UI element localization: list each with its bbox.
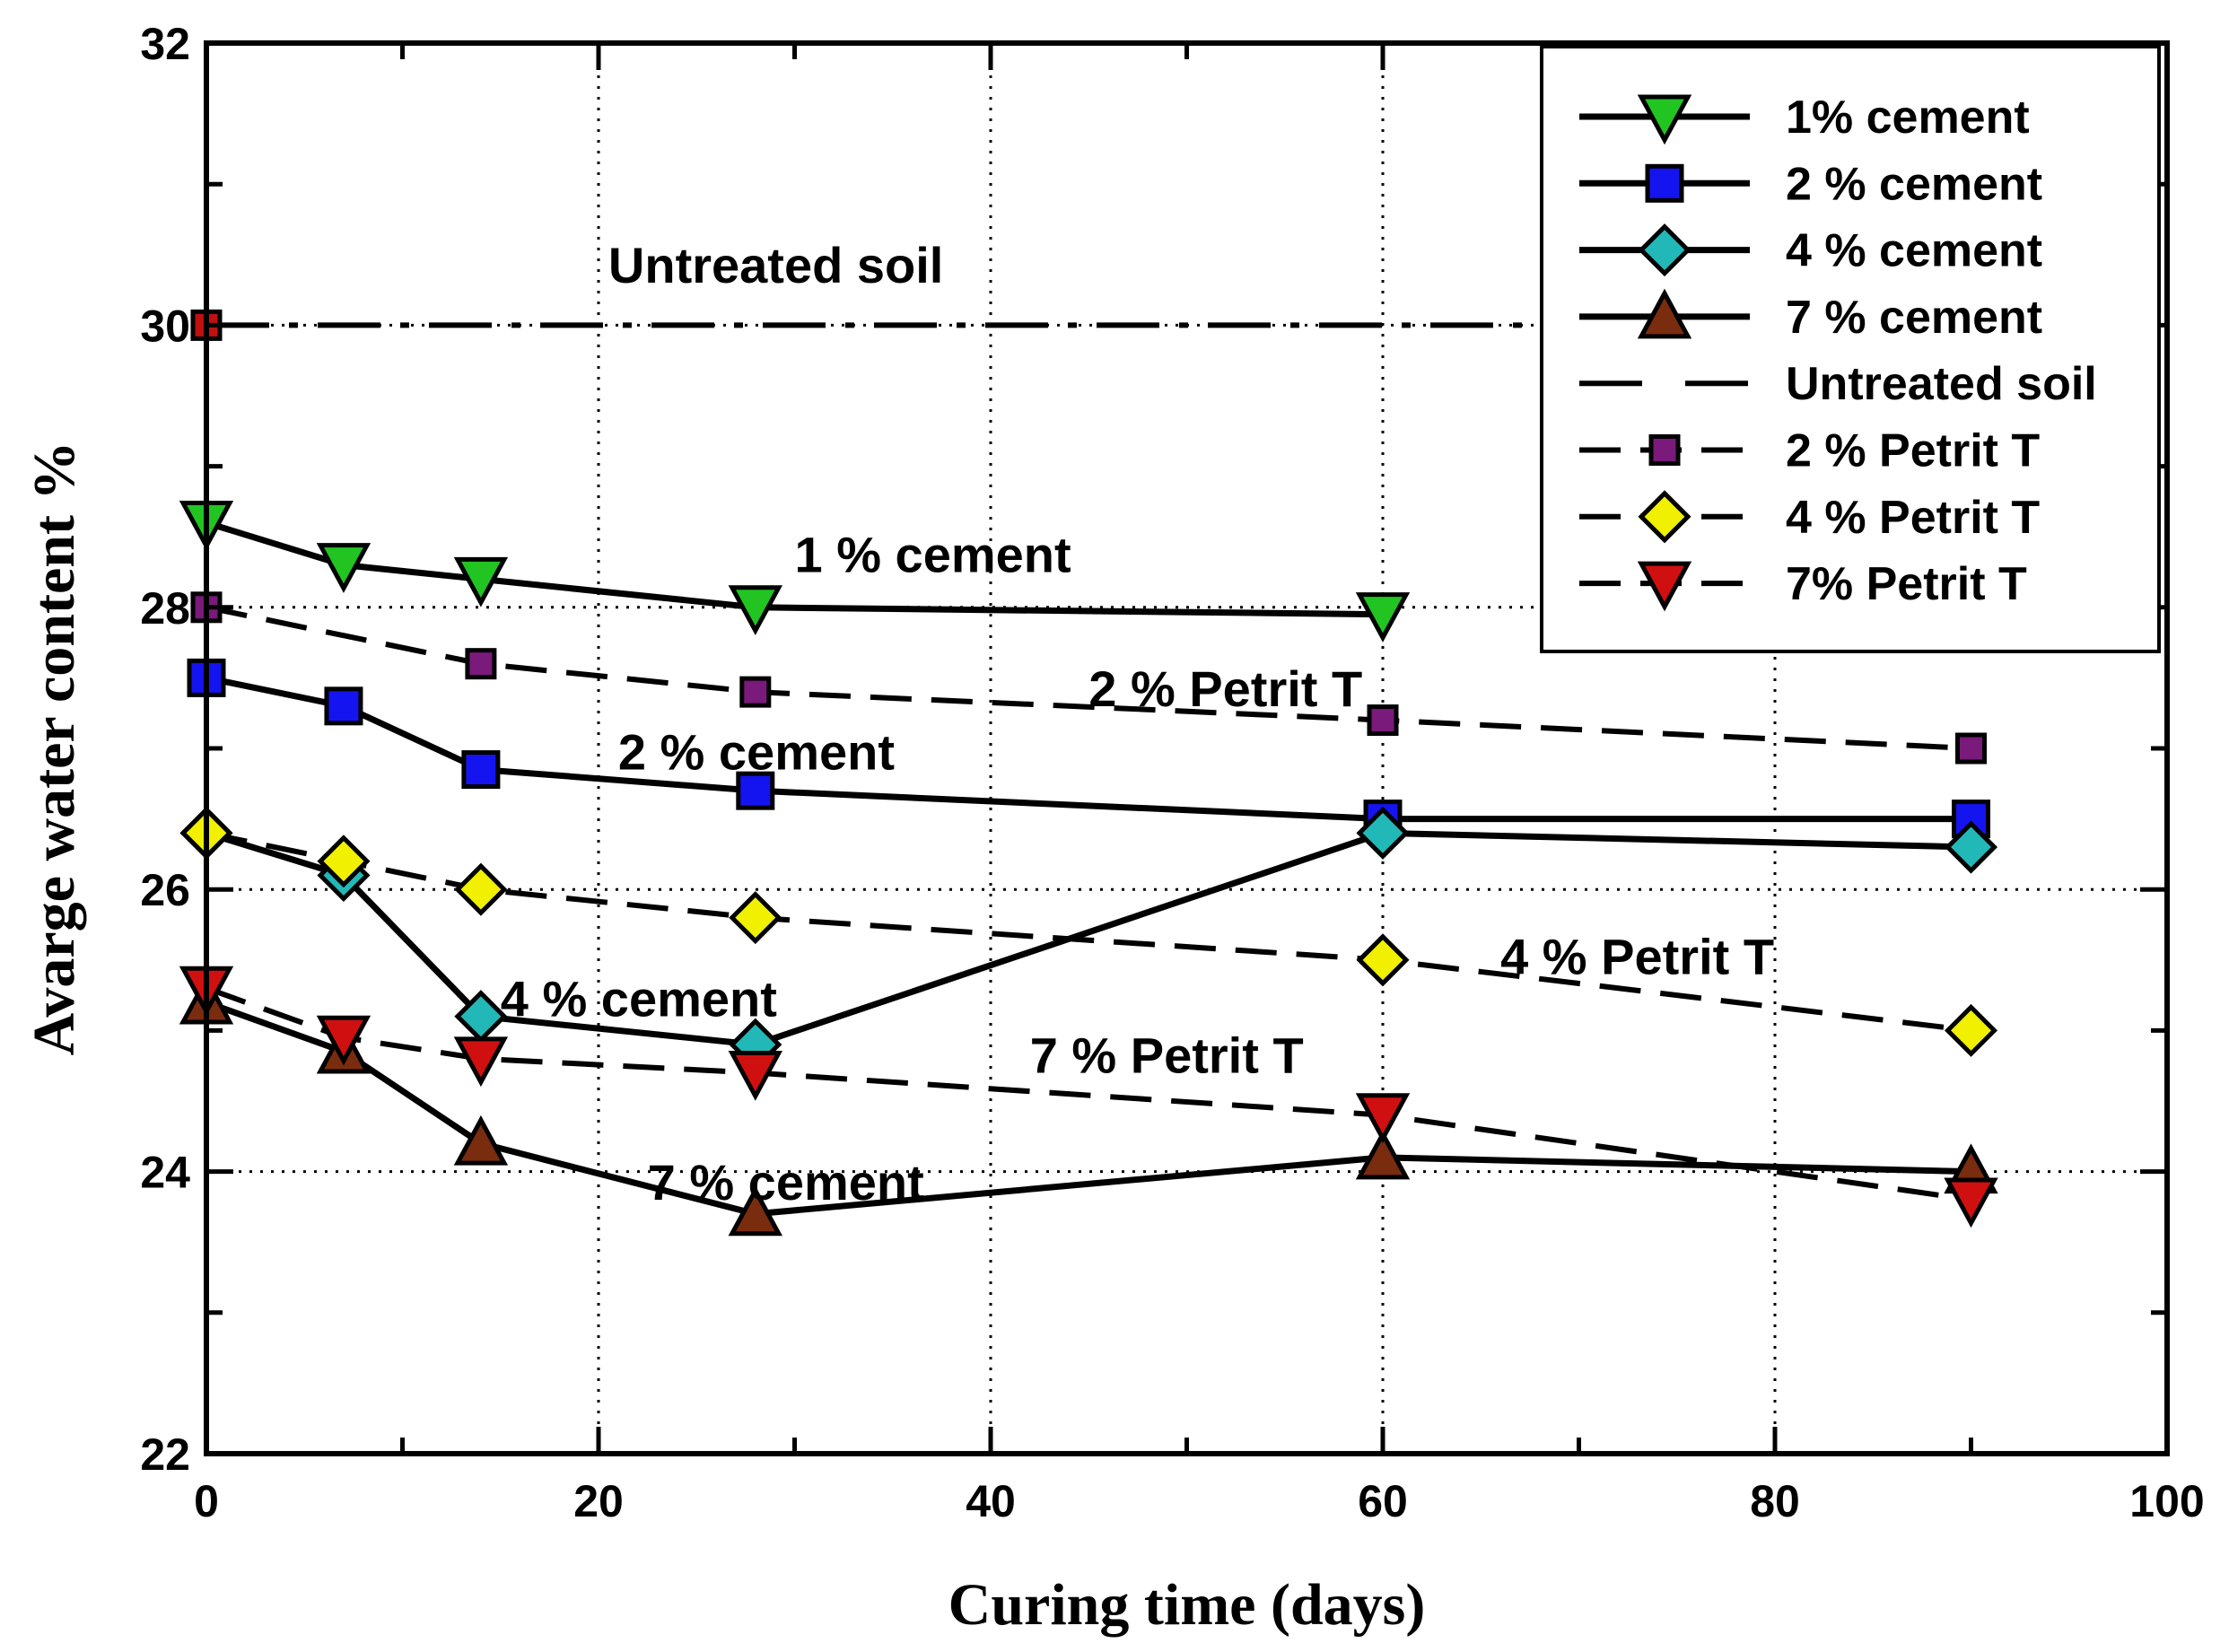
legend-label-4-pct-cement: 4 % cement bbox=[1786, 225, 2042, 277]
legend-label-1pct-cement: 1% cement bbox=[1786, 92, 2030, 144]
x-tick-label: 60 bbox=[1358, 1476, 1408, 1526]
y-tick-label: 22 bbox=[140, 1429, 190, 1480]
annotation-4-pct-petrit-t: 4 % Petrit T bbox=[1500, 929, 1774, 985]
y-tick-label: 30 bbox=[140, 301, 190, 351]
legend-label-2-pct-cement: 2 % cement bbox=[1786, 158, 2042, 210]
point-1pct-cement bbox=[316, 543, 372, 593]
legend-marker-7pct-petrit-t bbox=[1637, 561, 1692, 612]
point-1pct-cement bbox=[453, 556, 509, 607]
annotation-untreated-soil: Untreated soil bbox=[608, 237, 943, 293]
point-7pct-petrit-t bbox=[316, 1015, 372, 1066]
point-2-pct-cement bbox=[324, 686, 363, 726]
annotation-2-pct-cement: 2 % cement bbox=[618, 724, 895, 781]
x-tick-label: 20 bbox=[573, 1476, 624, 1526]
point-4-pct-petrit-t bbox=[1356, 933, 1410, 987]
point-2-pct-petrit-t bbox=[465, 648, 497, 680]
point-2-pct-petrit-t bbox=[1367, 704, 1399, 737]
annotation-7-pct-cement: 7 % cement bbox=[648, 1154, 924, 1211]
point-1pct-cement bbox=[1355, 592, 1411, 642]
y-tick-label: 28 bbox=[140, 583, 190, 634]
legend-label-4-pct-petrit-t: 4 % Petrit T bbox=[1786, 492, 2040, 544]
point-4-pct-cement bbox=[1356, 806, 1410, 860]
legend-marker-4-pct-cement bbox=[1638, 223, 1691, 277]
x-tick-label: 80 bbox=[1750, 1476, 1800, 1526]
point-7-pct-cement bbox=[453, 1114, 509, 1166]
point-7pct-petrit-t bbox=[728, 1051, 782, 1101]
legend-label-7-pct-cement: 7 % cement bbox=[1786, 292, 2042, 344]
series-line-4-pct-petrit-t bbox=[205, 830, 1971, 1034]
point-4-pct-petrit-t bbox=[729, 891, 782, 945]
point-4-pct-petrit-t bbox=[317, 835, 371, 888]
point-2-pct-cement bbox=[461, 750, 501, 790]
legend-label-2-pct-petrit-t: 2 % Petrit T bbox=[1786, 425, 2040, 477]
legend-marker-2-pct-petrit-t bbox=[1648, 434, 1681, 466]
annotation-4-pct-cement: 4 % cement bbox=[501, 971, 777, 1027]
series-line-7pct-petrit-t bbox=[205, 985, 1971, 1203]
point-4-pct-petrit-t bbox=[454, 862, 508, 916]
point-7pct-petrit-t bbox=[453, 1036, 509, 1088]
legend-label-7pct-petrit-t: 7% Petrit T bbox=[1786, 558, 2027, 610]
point-2-pct-cement bbox=[736, 771, 775, 810]
annotation-1-pct-cement: 1 % cement bbox=[795, 527, 1071, 583]
y-tick-label: 26 bbox=[140, 865, 190, 915]
x-tick-label: 100 bbox=[2129, 1476, 2204, 1526]
annotation-2-pct-petrit-t: 2 % Petrit T bbox=[1088, 660, 1362, 717]
legend-label-untreated-soil: Untreated soil bbox=[1786, 358, 2097, 410]
point-7-pct-cement bbox=[1355, 1129, 1411, 1180]
series-line-2-pct-cement bbox=[205, 674, 1971, 823]
x-axis-title: Curing time (days) bbox=[948, 1572, 1426, 1638]
point-4-pct-petrit-t bbox=[1944, 1003, 1998, 1057]
y-axis-title: Avarge water content % bbox=[22, 441, 87, 1056]
series-annotations: Untreated soil 1 % cement 2 % Petrit T 2 % … bbox=[501, 237, 1774, 1211]
x-tick-label: 40 bbox=[966, 1476, 1016, 1526]
legend-marker-4-pct-petrit-t bbox=[1638, 490, 1691, 544]
point-7pct-petrit-t bbox=[1944, 1177, 1998, 1228]
point-1pct-cement bbox=[728, 585, 782, 636]
y-tick-label: 32 bbox=[140, 19, 190, 69]
point-4-pct-cement bbox=[1944, 820, 1998, 874]
legend-box bbox=[1540, 45, 2161, 653]
y-tick-label: 24 bbox=[140, 1148, 190, 1198]
legend-marker-1pct-cement bbox=[1637, 94, 1692, 145]
legend: 1% cement 2 % cement 4 % cement 7 % cement U… bbox=[1540, 45, 2161, 653]
point-2-pct-petrit-t bbox=[1955, 732, 1987, 765]
point-2-pct-petrit-t bbox=[739, 676, 772, 708]
point-7pct-petrit-t bbox=[1355, 1093, 1411, 1143]
legend-marker-2-pct-cement bbox=[1645, 163, 1684, 203]
series-line-7-pct-cement bbox=[205, 999, 1971, 1218]
series-line-4-pct-cement bbox=[205, 829, 1971, 1048]
point-7-pct-cement bbox=[728, 1185, 782, 1237]
tick-labels: 0 20 40 60 80 100 22 24 26 28 30 32 bbox=[140, 19, 2204, 1526]
x-tick-label: 0 bbox=[194, 1476, 219, 1526]
annotation-7-pct-petrit-t: 7 % Petrit T bbox=[1030, 1027, 1304, 1084]
legend-marker-7-pct-cement bbox=[1637, 288, 1692, 339]
